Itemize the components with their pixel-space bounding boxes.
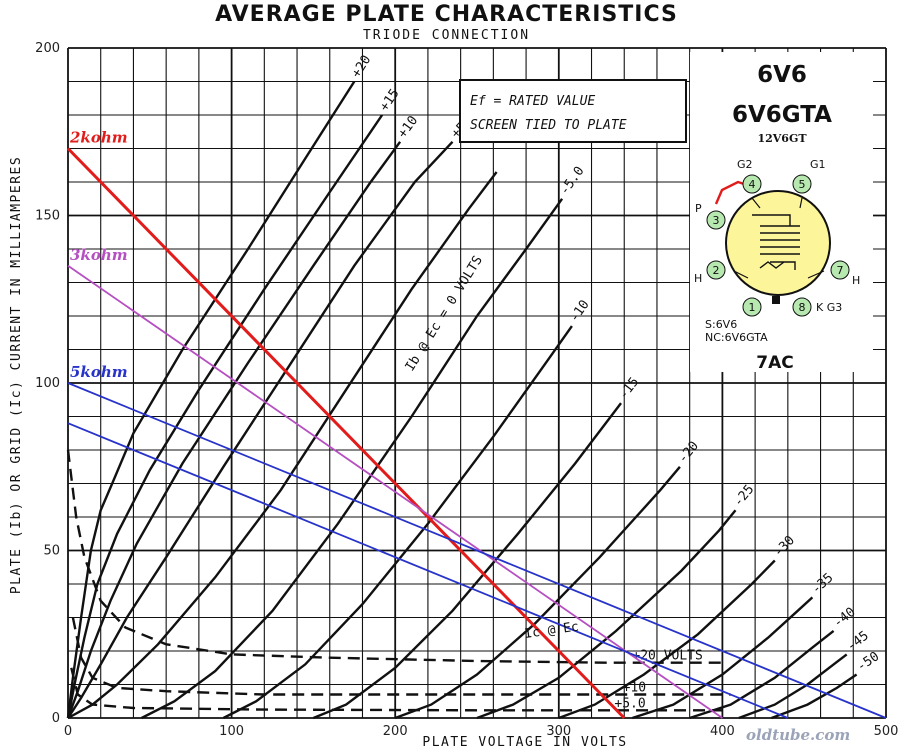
pin-3: 3 P <box>695 202 726 230</box>
load-line-label: 5kohm <box>70 363 128 381</box>
tube-alt-type: 12V6GT <box>757 132 807 145</box>
tube-envelope-icon <box>725 190 831 296</box>
annotation-line-2: SCREEN TIED TO PLATE <box>470 118 627 133</box>
grid-current-curve-label: +5.0 <box>614 696 645 711</box>
chart-subtitle: TRIODE CONNECTION <box>362 28 531 43</box>
plate-curve <box>66 80 356 719</box>
annotation-line-1: Ef = RATED VALUE <box>470 94 595 109</box>
tube-note-1: S:6V6 <box>705 318 737 331</box>
load-line <box>67 265 723 719</box>
plate-curve <box>66 114 384 719</box>
x-tick-label: 300 <box>546 724 571 739</box>
load-lines: 2kohm 3kohm 5kohm <box>66 129 887 720</box>
plate-screen-strap <box>714 180 745 205</box>
pin-4-label: G2 <box>737 158 753 171</box>
pin-2-number: 2 <box>713 264 720 277</box>
tube-base-diagram: 1 2 H 3 P 4 G2 5 G1 <box>694 158 860 317</box>
x-tick-label: 400 <box>710 724 735 739</box>
grid-current-curve <box>70 667 723 712</box>
plate-curve-label: -30 <box>771 533 798 560</box>
pin-2-label: H <box>694 272 702 285</box>
x-tick-label: 200 <box>383 724 408 739</box>
plate-curve <box>689 629 835 720</box>
x-tick-label: 100 <box>219 724 244 739</box>
pin-3-number: 3 <box>713 214 720 227</box>
y-tick-label: 150 <box>35 209 60 224</box>
plate-curve-label: -50 <box>854 649 882 675</box>
plate-curve <box>632 596 814 720</box>
grid-current-curve <box>66 449 723 664</box>
pin-4-number: 4 <box>749 178 756 191</box>
pin-3-label: P <box>695 202 702 215</box>
pin-8-number: 8 <box>799 301 806 314</box>
y-tick-label: 100 <box>35 376 60 391</box>
plate-curve-label: +10 <box>395 113 421 141</box>
y-tick-label: 200 <box>35 41 60 56</box>
plate-curve <box>558 559 776 720</box>
chart-title: AVERAGE PLATE CHARACTERISTICS <box>215 2 678 27</box>
plate-curve <box>66 141 402 719</box>
plate-curve-label: -40 <box>831 605 859 631</box>
pin-5-label: G1 <box>810 158 826 171</box>
x-axis-label: PLATE VOLTAGE IN VOLTS <box>422 735 627 750</box>
x-tick-label: 500 <box>874 724 899 739</box>
y-tick-label: 50 <box>43 544 60 559</box>
watermark: oldtube.com <box>746 726 850 744</box>
y-tick-label: 0 <box>52 711 60 726</box>
load-line-label: 2kohm <box>69 129 128 147</box>
pin-1-number: 1 <box>749 301 756 314</box>
pin-7-number: 7 <box>837 264 844 277</box>
grid-current-curve-label: +20 VOLTS <box>632 649 702 664</box>
plate-curve-label: +15 <box>377 86 403 114</box>
plate-curve-label: -5.0 <box>557 164 587 198</box>
tube-key-icon <box>772 296 780 304</box>
tube-note-2: NC:6V6GTA <box>705 331 768 344</box>
plate-curve <box>312 402 622 720</box>
pin-5: 5 G1 <box>792 158 826 194</box>
plate-curve-label: -15 <box>616 375 642 403</box>
plate-curve <box>66 140 454 719</box>
plate-curve <box>141 198 564 720</box>
plate-curve-label: -20 <box>675 439 702 467</box>
plate-curve-label: +20 <box>349 53 374 81</box>
pin-8-label: K G3 <box>816 301 842 314</box>
x-tick-label: 0 <box>64 724 72 739</box>
grid-current-curve <box>71 617 731 696</box>
plate-curves: +20+15+10+5.0-5.0-10-15-20-25-30-35-40-4… <box>66 53 882 720</box>
plate-curve <box>67 171 498 720</box>
axis-ticks: 0 100 200 300 400 500 0 50 100 150 200 <box>35 41 898 739</box>
pin-7: 7 H <box>830 260 860 287</box>
plate-curve <box>738 653 848 720</box>
tube-basing: 7AC <box>756 353 793 373</box>
plate-curve-label: -35 <box>809 570 836 597</box>
tube-type-1: 6V6 <box>757 62 807 88</box>
plate-curve <box>771 673 858 720</box>
pin-1: 1 <box>742 297 762 317</box>
y-axis-label: PLATE (Ib) OR GRID (Ic) CURRENT IN MILLI… <box>9 156 24 594</box>
plate-curve <box>476 509 737 720</box>
pin-7-label: H <box>852 274 860 287</box>
load-line <box>67 422 789 719</box>
plate-curve-label: -10 <box>567 298 593 326</box>
pin-8: 8 K G3 <box>792 297 842 317</box>
grid-current-curves: +20 VOLTS +10+5.0 <box>66 449 731 712</box>
tube-type-2: 6V6GTA <box>732 102 832 128</box>
tube-electrodes-icon <box>752 214 800 270</box>
tube-info-panel: 6V6 6V6GTA 12V6GT 1 2 H 3 P <box>690 52 873 373</box>
load-line <box>67 382 887 719</box>
pin-4: 4 G2 <box>737 158 762 194</box>
load-line-label: 3kohm <box>70 246 128 264</box>
pin-5-number: 5 <box>799 178 806 191</box>
grid-current-curve-label: +10 <box>623 681 646 696</box>
plate-curves-label: Ib @ Ec = 0 VOLTS <box>403 253 486 374</box>
annotation-box: Ef = RATED VALUE SCREEN TIED TO PLATE <box>459 79 687 143</box>
load-line <box>66 147 626 720</box>
pin-2: 2 H <box>694 260 726 285</box>
plate-curve-label: -25 <box>731 482 757 510</box>
